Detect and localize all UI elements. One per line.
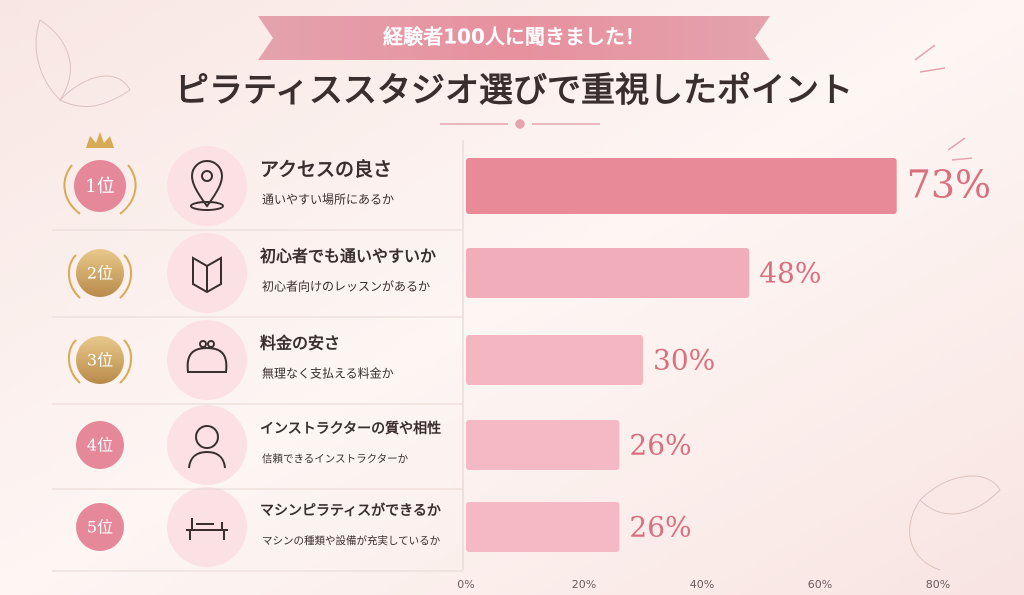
x-tick-label: 80% — [926, 578, 950, 591]
rank-label: 3位 — [87, 351, 113, 370]
bar — [466, 420, 620, 470]
value-label: 26% — [629, 511, 691, 544]
category-description: 通いやすい場所にあるか — [262, 193, 394, 207]
bar — [466, 248, 750, 298]
rank-label: 2位 — [87, 264, 113, 283]
flower-decoration — [35, 19, 1001, 571]
chart-title: ピラティススタジオ選びで重視したポイント — [175, 71, 853, 111]
laurels — [63, 164, 137, 384]
value-label: 73% — [907, 163, 991, 207]
value-label: 26% — [629, 429, 691, 462]
title-ornament — [440, 44, 973, 161]
rank-label: 1位 — [85, 176, 114, 197]
x-tick-label: 0% — [457, 578, 474, 591]
rank-badge — [74, 160, 126, 212]
category-title: アクセスの良さ — [260, 158, 392, 181]
bar — [466, 158, 897, 214]
banner-text: 経験者100人に聞きました！ — [383, 25, 645, 49]
rank-badge — [76, 503, 124, 551]
rank-badge — [76, 421, 124, 469]
x-tick-label: 20% — [572, 578, 596, 591]
value-label: 48% — [759, 257, 821, 290]
x-tick-label: 40% — [690, 578, 714, 591]
icons — [186, 160, 228, 540]
icon-circles — [167, 146, 247, 567]
rank-badge — [76, 336, 124, 384]
category-description: 初心者向けのレッスンがあるか — [262, 279, 430, 294]
rank-label: 4位 — [87, 436, 113, 455]
banner — [258, 16, 770, 60]
category-title: インストラクターの質や相性 — [260, 420, 441, 437]
category-description: 信頼できるインストラクターか — [262, 453, 409, 465]
rank-label: 5位 — [87, 518, 113, 537]
category-title: マシンピラティスができるか — [260, 502, 441, 519]
bar — [466, 335, 643, 385]
category-title: 初心者でも通いやすいか — [260, 247, 436, 266]
x-tick-label: 60% — [808, 578, 832, 591]
category-description: マシンの種類や設備が充実しているか — [262, 534, 441, 547]
bar — [466, 502, 620, 552]
category-description: 無理なく支払える料金か — [262, 366, 394, 381]
category-title: 料金の安さ — [260, 334, 340, 353]
crown — [86, 132, 114, 148]
value-label: 30% — [653, 344, 715, 377]
rank-badge — [76, 249, 124, 297]
